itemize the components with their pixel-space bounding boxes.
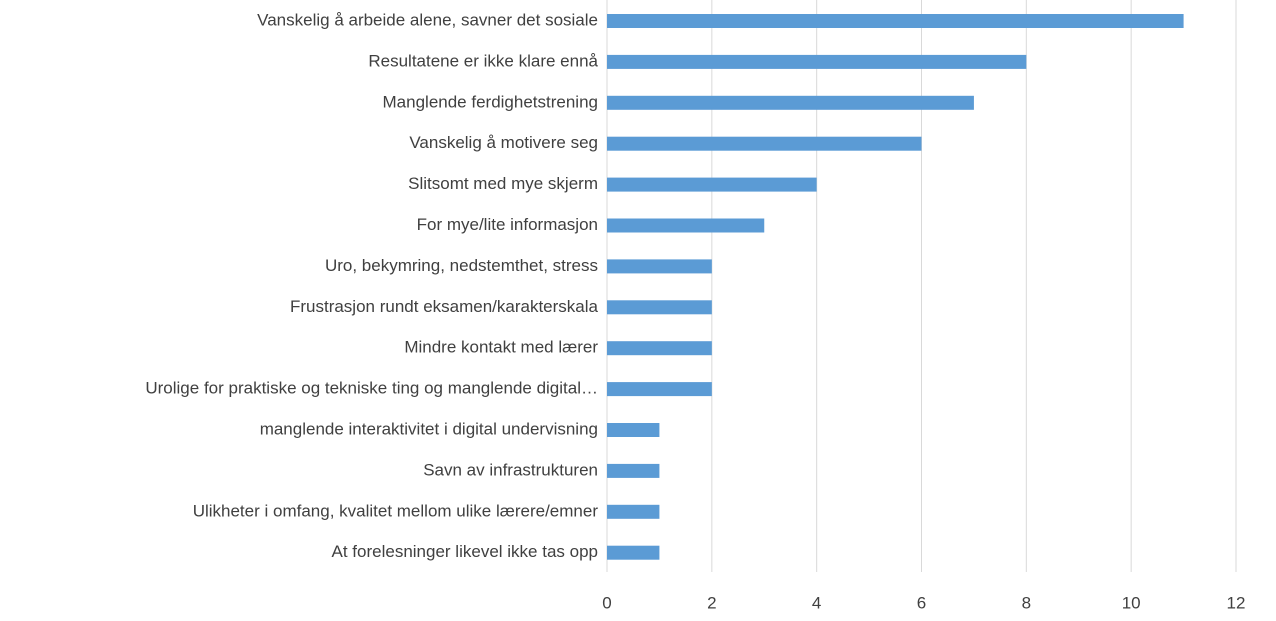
x-tick-label: 4	[812, 593, 821, 612]
y-tick-label: Manglende ferdighetstrening	[383, 92, 598, 111]
y-tick-label: Savn av infrastrukturen	[423, 460, 598, 479]
bar	[607, 14, 1184, 28]
y-tick-label: manglende interaktivitet i digital under…	[260, 419, 598, 438]
y-tick-label: Ulikheter i omfang, kvalitet mellom ulik…	[193, 501, 599, 520]
bar	[607, 136, 922, 151]
bar	[607, 341, 712, 356]
x-tick-label: 12	[1227, 593, 1246, 612]
bar	[607, 423, 660, 437]
x-tick-label: 0	[602, 593, 611, 612]
x-tick-label: 2	[707, 593, 716, 612]
bar	[607, 218, 765, 233]
x-tick-label: 8	[1022, 593, 1031, 612]
x-tick-label: 10	[1122, 593, 1141, 612]
y-tick-label: Mindre kontakt med lærer	[404, 338, 598, 357]
y-tick-label: For mye/lite informasjon	[417, 215, 598, 234]
bar	[607, 259, 712, 274]
bar	[607, 545, 660, 560]
bar	[607, 463, 660, 478]
x-tick-label: 6	[917, 593, 926, 612]
bar	[607, 504, 660, 519]
bar	[607, 54, 1027, 69]
bar	[607, 300, 712, 315]
y-tick-label: At forelesninger likevel ikke tas opp	[332, 542, 598, 561]
y-tick-label: Uro, bekymring, nedstemthet, stress	[325, 256, 598, 275]
y-tick-label: Resultatene er ikke klare ennå	[368, 51, 598, 70]
y-tick-label: Slitsomt med mye skjerm	[408, 174, 598, 193]
y-tick-label: Vanskelig å arbeide alene, savner det so…	[257, 10, 598, 29]
y-tick-label: Urolige for praktiske og tekniske ting o…	[145, 379, 598, 398]
y-tick-label: Frustrasjon rundt eksamen/karakterskala	[290, 297, 599, 316]
y-tick-label: Vanskelig å motivere seg	[409, 133, 598, 152]
bar	[607, 177, 817, 192]
bar	[607, 382, 712, 397]
bar	[607, 95, 974, 110]
